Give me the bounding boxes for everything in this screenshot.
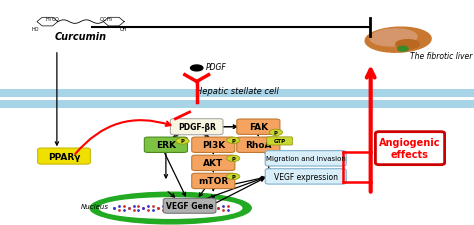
FancyBboxPatch shape [375, 132, 445, 165]
Text: AKT: AKT [203, 159, 223, 168]
FancyBboxPatch shape [265, 169, 346, 184]
Ellipse shape [396, 40, 419, 50]
Text: FAK: FAK [249, 123, 268, 132]
Text: Migration and invasion: Migration and invasion [266, 156, 346, 162]
FancyBboxPatch shape [267, 137, 292, 145]
Text: ERK: ERK [156, 141, 176, 150]
Text: P: P [231, 156, 235, 161]
Ellipse shape [370, 30, 417, 47]
FancyBboxPatch shape [265, 151, 346, 166]
FancyBboxPatch shape [237, 137, 280, 153]
FancyBboxPatch shape [191, 137, 235, 153]
Circle shape [227, 155, 240, 162]
Circle shape [227, 137, 240, 144]
FancyBboxPatch shape [0, 89, 474, 97]
FancyBboxPatch shape [170, 119, 223, 135]
Text: OH: OH [119, 27, 127, 32]
FancyBboxPatch shape [144, 137, 187, 153]
Text: The fibrotic liver: The fibrotic liver [410, 52, 472, 61]
Text: Angiogenic
effects: Angiogenic effects [379, 137, 441, 160]
Circle shape [269, 130, 283, 136]
Circle shape [176, 138, 189, 144]
Text: PI3K: PI3K [201, 141, 225, 150]
Text: PPARγ: PPARγ [48, 152, 80, 161]
FancyBboxPatch shape [191, 155, 235, 171]
Text: GTP: GTP [273, 139, 286, 144]
Text: Nucleus: Nucleus [81, 203, 109, 209]
Ellipse shape [398, 47, 408, 52]
Ellipse shape [90, 192, 251, 224]
Ellipse shape [365, 28, 431, 53]
Text: VEGF Gene: VEGF Gene [166, 201, 213, 210]
Text: $\rm OCH_3$: $\rm OCH_3$ [99, 15, 114, 24]
Text: Hepatic stellate cell: Hepatic stellate cell [196, 87, 278, 96]
FancyBboxPatch shape [163, 198, 216, 213]
Text: P: P [274, 130, 278, 135]
Text: $\rm H_3CO$: $\rm H_3CO$ [45, 15, 60, 24]
Text: PDGF: PDGF [206, 63, 227, 72]
Text: P: P [231, 138, 235, 143]
Ellipse shape [100, 198, 242, 218]
Text: Curcumin: Curcumin [55, 32, 107, 42]
Text: P: P [181, 139, 184, 144]
Text: VEGF expression: VEGF expression [273, 172, 338, 181]
Text: PDGF-βR: PDGF-βR [178, 123, 216, 132]
FancyBboxPatch shape [0, 101, 474, 109]
Text: mTOR: mTOR [198, 177, 228, 186]
FancyBboxPatch shape [191, 173, 235, 189]
FancyBboxPatch shape [237, 119, 280, 135]
FancyBboxPatch shape [38, 148, 90, 164]
Text: P: P [231, 174, 235, 179]
Circle shape [191, 66, 203, 72]
Text: RhoA: RhoA [245, 141, 272, 150]
Text: HO: HO [32, 27, 39, 32]
Circle shape [227, 173, 240, 180]
